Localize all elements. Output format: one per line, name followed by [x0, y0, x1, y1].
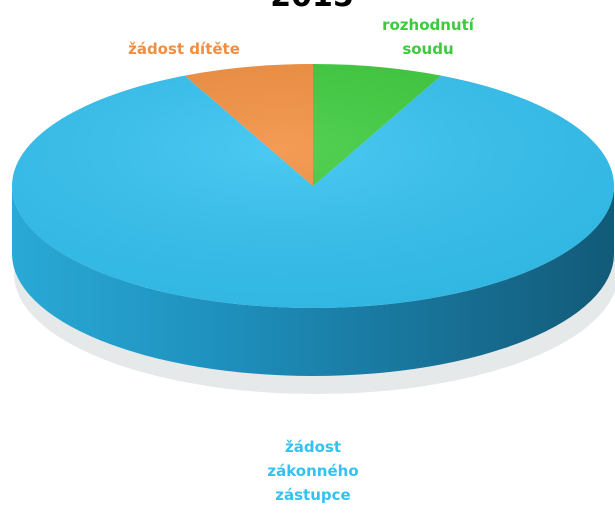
label-zadost-ditete: žádost dítěte [128, 40, 240, 58]
label-line: rozhodnutí [382, 16, 475, 34]
label-line: žádost dítěte [128, 40, 240, 58]
pie-side-wall [12, 186, 614, 376]
label-rozhodnuti-soudu: rozhodnutí soudu [382, 16, 475, 58]
label-line: zástupce [275, 486, 350, 504]
label-line: žádost [285, 438, 341, 456]
label-line: soudu [402, 40, 453, 58]
label-zadost-zakonneho-zastupce: žádost zákonného zástupce [267, 438, 358, 504]
chart-title: 2015 [270, 0, 354, 14]
label-line: zákonného [267, 462, 358, 480]
